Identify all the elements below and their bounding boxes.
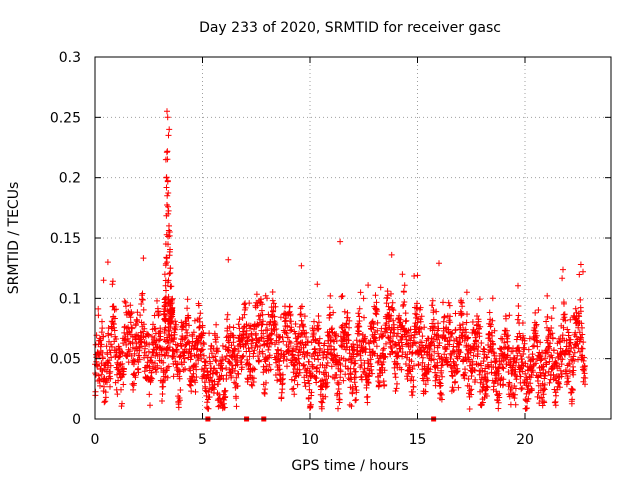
axis-ticks <box>94 56 611 420</box>
x-tick-labels: 0 5 10 15 20 <box>91 432 534 448</box>
y-tick-label: 0.2 <box>59 171 81 187</box>
grid <box>95 57 611 419</box>
x-axis-label: GPS time / hours <box>291 458 408 474</box>
y-tick-label: 0.25 <box>50 110 81 126</box>
y-tick-label: 0.1 <box>59 291 81 307</box>
y-tick-labels: 0 0.05 0.1 0.15 0.2 0.25 0.3 <box>50 50 81 428</box>
x-tick-label: 20 <box>516 432 534 448</box>
x-tick-label: 15 <box>409 432 427 448</box>
y-tick-label: 0 <box>72 412 81 428</box>
chart-title: Day 233 of 2020, SRMTID for receiver gas… <box>199 20 501 36</box>
x-tick-label: 10 <box>301 432 319 448</box>
y-tick-label: 0.05 <box>50 352 81 368</box>
x-tick-label: 5 <box>198 432 207 448</box>
y-tick-label: 0.15 <box>50 231 81 247</box>
y-tick-label: 0.3 <box>59 50 81 66</box>
x-tick-label: 0 <box>91 432 100 448</box>
y-axis-label: SRMTID / TECUs <box>6 182 22 295</box>
